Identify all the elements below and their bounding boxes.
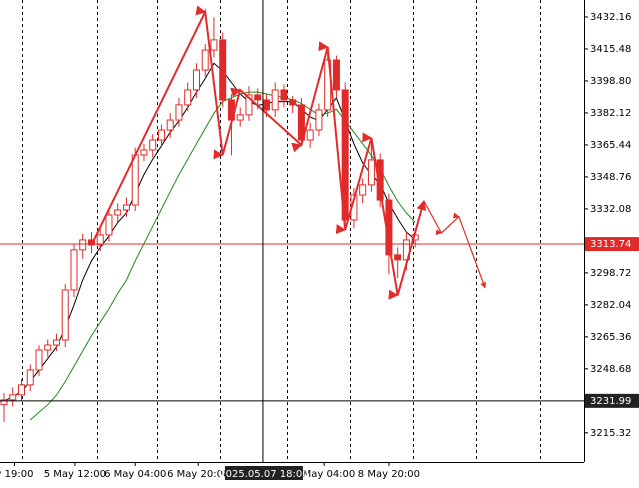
candle-body — [52, 339, 60, 346]
candle-body — [122, 204, 130, 211]
candle-body — [9, 394, 17, 401]
candle-body — [315, 109, 323, 131]
candle-body — [105, 214, 113, 236]
x-tick-label: 6 May 20:00 — [167, 469, 229, 480]
candle-body — [271, 89, 279, 111]
candle-body — [192, 69, 200, 91]
crosshair-time-badge — [224, 466, 303, 480]
candle-body — [70, 249, 78, 291]
candle-body — [140, 149, 148, 156]
y-tick-label: 3398.80 — [590, 76, 631, 87]
candle-body — [254, 94, 262, 101]
y-tick-label: 3332.08 — [590, 204, 631, 215]
y-tick-label: 3348.76 — [590, 172, 631, 183]
x-tick-label: 8 May 04:00 — [293, 469, 355, 480]
crosshair-price-label: 3231.99 — [590, 396, 631, 407]
x-tick-label: 5 May 12:00 — [44, 469, 106, 480]
y-tick-label: 3298.72 — [590, 268, 631, 279]
y-tick-label: 3415.48 — [590, 44, 631, 55]
forecast-line — [423, 200, 487, 289]
y-tick-label: 3248.68 — [590, 364, 631, 375]
candle-body — [332, 59, 340, 91]
candle-body — [289, 99, 297, 106]
candle-body — [262, 99, 270, 111]
x-tick-label: 6 May 04:00 — [104, 469, 166, 480]
current-price-badge — [585, 237, 639, 252]
y-tick-label: 3365.44 — [590, 140, 631, 151]
y-tick-label: 3265.36 — [590, 332, 631, 343]
candle-body — [166, 119, 174, 131]
candle-body — [175, 104, 183, 121]
crosshair-time-label: 2025.05.07 18:00 — [219, 469, 308, 480]
zigzag-line — [90, 5, 427, 300]
candle-body — [114, 209, 122, 216]
candle-body — [394, 254, 402, 261]
candle-body — [35, 349, 43, 371]
candle-body — [149, 139, 157, 151]
crosshair-price-badge — [585, 393, 639, 408]
y-tick-label: 3215.32 — [590, 428, 631, 439]
candle-body — [201, 49, 209, 71]
candle-body — [0, 399, 8, 406]
y-tick-label: 3282.04 — [590, 300, 631, 311]
candle-body — [359, 184, 367, 196]
candle-body — [157, 129, 165, 141]
candle-body — [306, 129, 314, 141]
candle-body — [219, 39, 227, 101]
candle-body — [96, 234, 104, 246]
candle-body — [236, 114, 244, 121]
candle-body — [79, 239, 87, 251]
candle-body — [367, 159, 375, 186]
x-tick-label: 8 May 20:00 — [358, 469, 420, 480]
candle-body — [26, 369, 34, 386]
candle-body — [87, 239, 95, 246]
candle-body — [131, 154, 139, 206]
candle-body — [210, 39, 218, 51]
y-tick-label: 3382.12 — [590, 108, 631, 119]
candle-body — [61, 289, 69, 341]
candle-body — [184, 89, 192, 106]
x-tick-label: y 19:00 — [0, 469, 33, 480]
candle-body — [44, 344, 52, 351]
current-price-label: 3313.74 — [590, 239, 631, 250]
candle-body — [17, 384, 25, 396]
candle-body — [280, 89, 288, 101]
y-tick-label: 3432.16 — [590, 12, 631, 23]
